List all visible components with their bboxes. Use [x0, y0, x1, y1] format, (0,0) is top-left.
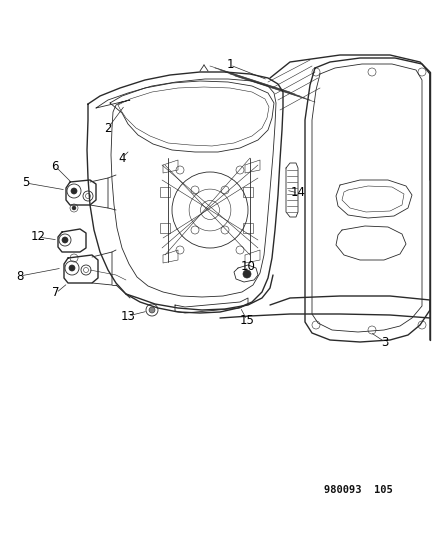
- Text: 3: 3: [381, 335, 388, 349]
- Text: 10: 10: [240, 260, 255, 272]
- Text: 13: 13: [120, 310, 135, 322]
- Circle shape: [243, 270, 251, 278]
- Circle shape: [72, 206, 76, 210]
- Circle shape: [62, 237, 68, 243]
- Text: 8: 8: [16, 270, 24, 282]
- Text: 12: 12: [30, 230, 46, 244]
- Circle shape: [148, 307, 155, 313]
- Text: 7: 7: [52, 287, 60, 300]
- Circle shape: [69, 265, 75, 271]
- Text: 4: 4: [118, 151, 125, 165]
- Circle shape: [71, 188, 77, 194]
- Text: 15: 15: [239, 313, 254, 327]
- Text: 5: 5: [22, 176, 30, 190]
- Text: 14: 14: [290, 187, 305, 199]
- Text: 2: 2: [104, 122, 112, 134]
- Text: 6: 6: [51, 159, 59, 173]
- Text: 980093  105: 980093 105: [323, 485, 392, 495]
- Text: 1: 1: [226, 59, 233, 71]
